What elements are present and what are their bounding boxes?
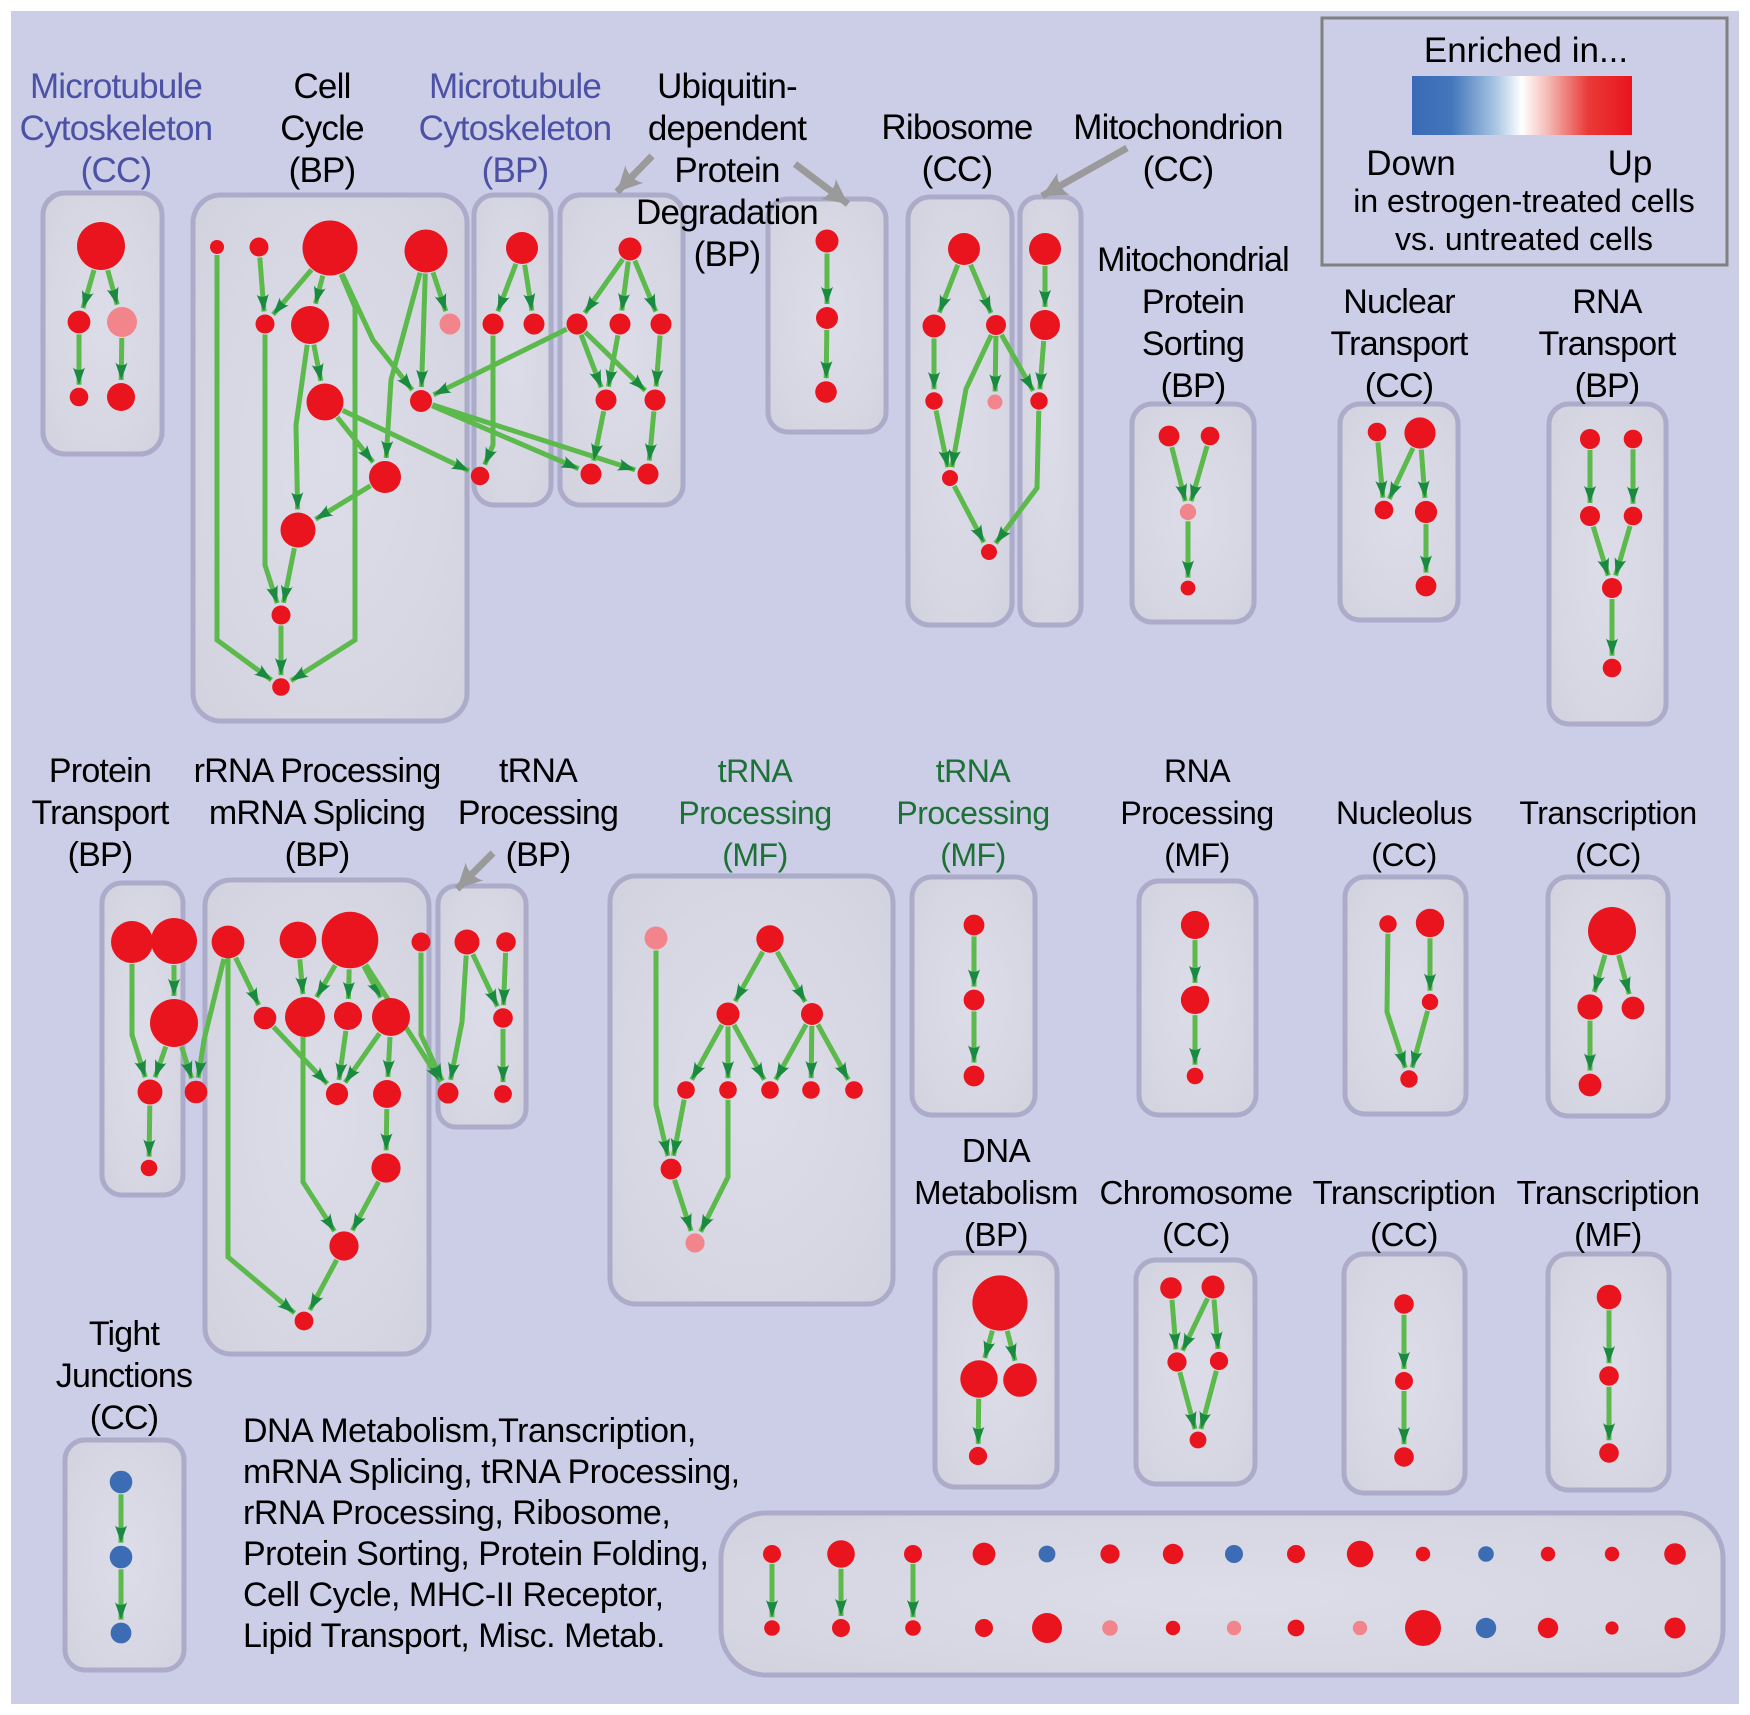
svg-text:Lipid Transport, Misc. Metab.: Lipid Transport, Misc. Metab. (243, 1617, 665, 1655)
svg-text:(BP): (BP) (1161, 367, 1226, 405)
svg-text:(BP): (BP) (964, 1216, 1028, 1253)
svg-text:(MF): (MF) (940, 837, 1006, 873)
svg-text:Nucleolus: Nucleolus (1336, 795, 1472, 831)
svg-text:Degradation: Degradation (636, 193, 818, 232)
svg-text:(CC): (CC) (1575, 837, 1641, 873)
svg-text:(CC): (CC) (81, 151, 152, 190)
svg-text:Transcription: Transcription (1312, 1174, 1495, 1211)
svg-text:Processing: Processing (678, 795, 831, 831)
svg-text:Transport: Transport (1330, 325, 1468, 363)
svg-text:Transcription: Transcription (1519, 795, 1696, 831)
svg-text:(CC): (CC) (1365, 367, 1434, 405)
svg-text:rRNA Processing, Ribosome,: rRNA Processing, Ribosome, (243, 1494, 670, 1532)
svg-text:(MF): (MF) (1164, 837, 1230, 873)
svg-text:tRNA: tRNA (936, 753, 1012, 789)
svg-text:Cytoskeleton: Cytoskeleton (419, 109, 612, 148)
svg-text:(MF): (MF) (1574, 1216, 1642, 1253)
svg-text:tRNA: tRNA (499, 752, 578, 790)
svg-text:Microtubule: Microtubule (429, 67, 601, 106)
svg-text:rRNA Processing: rRNA Processing (194, 752, 441, 790)
svg-text:Protein: Protein (674, 151, 779, 190)
svg-text:Ribosome: Ribosome (881, 108, 1032, 147)
svg-text:Tight: Tight (89, 1315, 161, 1353)
svg-text:in estrogen-treated cells: in estrogen-treated cells (1353, 183, 1695, 219)
svg-text:Microtubule: Microtubule (30, 67, 202, 106)
svg-text:(BP): (BP) (289, 151, 356, 190)
svg-text:DNA Metabolism,Transcription,: DNA Metabolism,Transcription, (243, 1412, 696, 1450)
svg-text:(BP): (BP) (1575, 367, 1640, 405)
svg-text:Protein: Protein (1142, 283, 1244, 321)
svg-text:mRNA Splicing, tRNA Processing: mRNA Splicing, tRNA Processing, (243, 1453, 740, 1491)
svg-text:Transport: Transport (31, 794, 169, 832)
svg-text:(BP): (BP) (285, 836, 350, 874)
svg-text:Cell Cycle, MHC-II Receptor,: Cell Cycle, MHC-II Receptor, (243, 1576, 664, 1614)
svg-text:(CC): (CC) (1143, 150, 1214, 189)
svg-text:Chromosome: Chromosome (1099, 1174, 1292, 1211)
svg-text:Up: Up (1608, 144, 1653, 183)
svg-text:Junctions: Junctions (56, 1357, 192, 1395)
svg-text:Mitochondrion: Mitochondrion (1073, 108, 1282, 147)
svg-text:Nuclear: Nuclear (1343, 283, 1455, 321)
svg-text:Cytoskeleton: Cytoskeleton (20, 109, 213, 148)
svg-text:tRNA: tRNA (718, 753, 794, 789)
svg-text:Mitochondrial: Mitochondrial (1097, 241, 1289, 279)
svg-text:Processing: Processing (1120, 795, 1273, 831)
svg-text:Transcription: Transcription (1516, 1174, 1699, 1211)
svg-text:RNA: RNA (1572, 283, 1643, 321)
svg-text:vs. untreated cells: vs. untreated cells (1395, 221, 1653, 257)
svg-text:Transport: Transport (1538, 325, 1676, 363)
svg-text:Cell: Cell (293, 67, 350, 106)
svg-text:Enriched in...: Enriched in... (1424, 31, 1628, 70)
svg-text:(BP): (BP) (482, 151, 549, 190)
svg-text:mRNA Splicing: mRNA Splicing (209, 794, 425, 832)
svg-text:Cycle: Cycle (280, 109, 364, 148)
svg-text:Ubiquitin-: Ubiquitin- (657, 67, 797, 106)
svg-text:(CC): (CC) (1371, 837, 1437, 873)
svg-text:Processing: Processing (896, 795, 1049, 831)
svg-text:Metabolism: Metabolism (914, 1174, 1078, 1211)
svg-text:(CC): (CC) (1370, 1216, 1438, 1253)
svg-text:(BP): (BP) (68, 836, 133, 874)
svg-text:Protein: Protein (49, 752, 151, 790)
svg-text:(BP): (BP) (506, 836, 571, 874)
svg-text:DNA: DNA (962, 1132, 1031, 1169)
svg-text:(MF): (MF) (722, 837, 788, 873)
svg-text:(BP): (BP) (694, 235, 761, 274)
svg-text:Sorting: Sorting (1142, 325, 1244, 363)
svg-text:Protein Sorting, Protein Foldi: Protein Sorting, Protein Folding, (243, 1535, 708, 1573)
svg-text:(CC): (CC) (922, 150, 993, 189)
svg-text:Down: Down (1366, 144, 1455, 183)
svg-text:RNA: RNA (1164, 753, 1231, 789)
svg-text:dependent: dependent (648, 109, 807, 148)
svg-text:Processing: Processing (458, 794, 618, 832)
svg-text:(CC): (CC) (1162, 1216, 1230, 1253)
svg-text:(CC): (CC) (90, 1399, 159, 1437)
